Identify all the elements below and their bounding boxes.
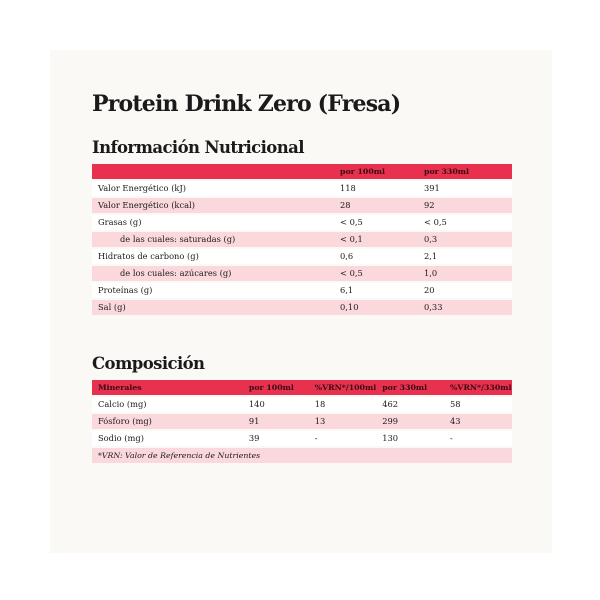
- nutrient-per330: 92: [418, 198, 512, 213]
- nutrition-col-label: [92, 164, 334, 179]
- nutrient-label: Valor Energético (kcal): [92, 198, 334, 213]
- nutrient-label: Valor Energético (kJ): [92, 181, 334, 196]
- nutrient-label: de las cuales: saturadas (g): [92, 232, 334, 247]
- nutrition-col-per100: por 100ml: [334, 164, 418, 179]
- table-row: Calcio (mg) 140 18 462 58: [92, 397, 512, 412]
- composition-table: Minerales por 100ml %VRN*/100ml por 330m…: [92, 378, 512, 465]
- nutrient-per100: 0,10: [334, 300, 418, 315]
- nutrient-label: Proteínas (g): [92, 283, 334, 298]
- mineral-per330: 299: [376, 414, 444, 429]
- nutrition-header-row: por 100ml por 330ml: [92, 164, 512, 179]
- nutrition-col-per330: por 330ml: [418, 164, 512, 179]
- mineral-label: Calcio (mg): [92, 397, 243, 412]
- nutrient-label: Grasas (g): [92, 215, 334, 230]
- nutrition-heading: Información Nutricional: [92, 138, 304, 157]
- nutrient-per330: < 0,5: [418, 215, 512, 230]
- mineral-per330: 130: [376, 431, 444, 446]
- mineral-per330: 462: [376, 397, 444, 412]
- nutrient-per100: 6,1: [334, 283, 418, 298]
- mineral-per100: 91: [242, 414, 309, 429]
- product-title: Protein Drink Zero (Fresa): [92, 91, 401, 117]
- mineral-per100: 140: [242, 397, 309, 412]
- composition-col-vrn330: %VRN*/330ml: [443, 380, 512, 395]
- composition-col-per330: por 330ml: [376, 380, 444, 395]
- vrn-footnote: *VRN: Valor de Referencia de Nutrientes: [92, 448, 512, 463]
- nutrient-per330: 1,0: [418, 266, 512, 281]
- nutrition-label-card: Protein Drink Zero (Fresa) Información N…: [50, 50, 552, 553]
- table-row: Hidratos de carbono (g) 0,6 2,1: [92, 249, 512, 264]
- nutrient-per100: < 0,5: [334, 266, 418, 281]
- nutrient-per100: 28: [334, 198, 418, 213]
- composition-header-row: Minerales por 100ml %VRN*/100ml por 330m…: [92, 380, 512, 395]
- nutrient-label: Sal (g): [92, 300, 334, 315]
- table-row: Grasas (g) < 0,5 < 0,5: [92, 215, 512, 230]
- nutrient-per330: 0,3: [418, 232, 512, 247]
- mineral-label: Fósforo (mg): [92, 414, 243, 429]
- nutrient-per330: 20: [418, 283, 512, 298]
- nutrient-per100: < 0,1: [334, 232, 418, 247]
- nutrition-table: por 100ml por 330ml Valor Energético (kJ…: [92, 162, 512, 317]
- nutrient-per330: 391: [418, 181, 512, 196]
- table-row: Valor Energético (kJ) 118 391: [92, 181, 512, 196]
- composition-heading: Composición: [92, 354, 205, 373]
- composition-col-minerals: Minerales: [92, 380, 243, 395]
- mineral-per100: 39: [242, 431, 309, 446]
- table-row: Fósforo (mg) 91 13 299 43: [92, 414, 512, 429]
- mineral-vrn100: 13: [308, 414, 377, 429]
- mineral-vrn100: -: [308, 431, 377, 446]
- mineral-vrn330: 43: [443, 414, 512, 429]
- nutrient-per330: 0,33: [418, 300, 512, 315]
- table-row: *VRN: Valor de Referencia de Nutrientes: [92, 448, 512, 463]
- nutrient-label: de los cuales: azúcares (g): [92, 266, 334, 281]
- table-row: de las cuales: saturadas (g) < 0,1 0,3: [92, 232, 512, 247]
- composition-col-vrn100: %VRN*/100ml: [308, 380, 377, 395]
- table-row: Valor Energético (kcal) 28 92: [92, 198, 512, 213]
- table-row: de los cuales: azúcares (g) < 0,5 1,0: [92, 266, 512, 281]
- composition-col-per100: por 100ml: [242, 380, 309, 395]
- mineral-label: Sodio (mg): [92, 431, 243, 446]
- nutrient-per100: 0,6: [334, 249, 418, 264]
- mineral-vrn330: 58: [443, 397, 512, 412]
- table-row: Sal (g) 0,10 0,33: [92, 300, 512, 315]
- nutrient-per100: 118: [334, 181, 418, 196]
- nutrient-per330: 2,1: [418, 249, 512, 264]
- mineral-vrn100: 18: [308, 397, 377, 412]
- nutrient-per100: < 0,5: [334, 215, 418, 230]
- mineral-vrn330: -: [443, 431, 512, 446]
- nutrient-label: Hidratos de carbono (g): [92, 249, 334, 264]
- table-row: Proteínas (g) 6,1 20: [92, 283, 512, 298]
- table-row: Sodio (mg) 39 - 130 -: [92, 431, 512, 446]
